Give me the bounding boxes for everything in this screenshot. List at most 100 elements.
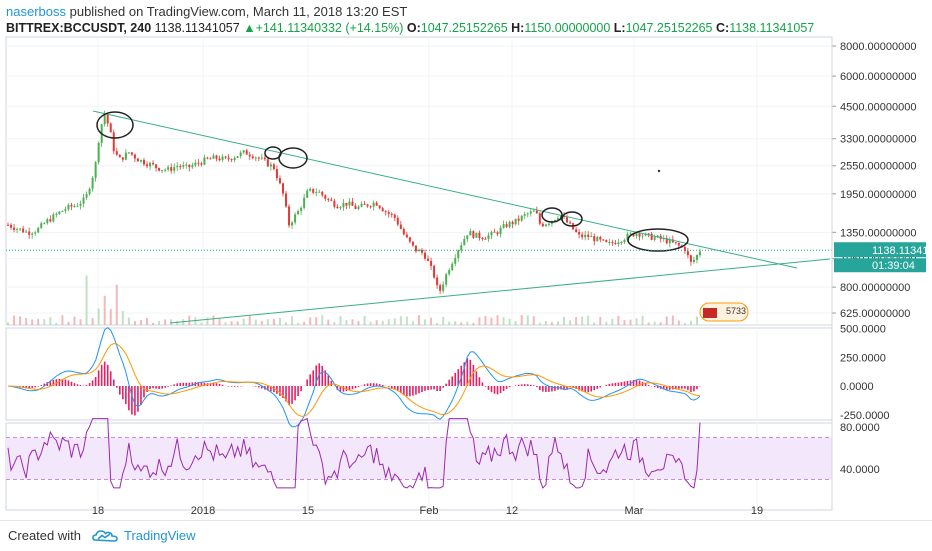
price-tick-label: 625.00000000 xyxy=(840,308,910,320)
candle-body xyxy=(342,203,344,207)
volume-bar xyxy=(194,317,196,325)
candle-body xyxy=(137,159,139,162)
macd-hist-bar xyxy=(388,386,390,387)
candle-body xyxy=(400,225,402,229)
macd-hist-bar xyxy=(684,386,686,389)
macd-hist-bar xyxy=(185,383,187,386)
candle-body xyxy=(128,152,130,153)
candle-body xyxy=(527,214,529,215)
volume-bar xyxy=(587,316,589,325)
candle-body xyxy=(182,165,184,167)
candle-body xyxy=(216,156,218,159)
candle-body xyxy=(86,194,88,197)
volume-bar xyxy=(231,321,233,325)
candle-body xyxy=(439,285,441,291)
candle-body xyxy=(424,253,426,259)
volume-bar xyxy=(164,319,166,325)
volume-bar xyxy=(188,316,190,325)
chart-canvas[interactable]: 8000.000000006000.000000004500.000000003… xyxy=(0,0,932,520)
volume-bar xyxy=(279,318,281,325)
candle-body xyxy=(327,199,329,200)
macd-hist-bar xyxy=(442,386,444,388)
volume-bar xyxy=(43,319,45,325)
macd-hist-bar xyxy=(40,385,42,386)
volume-bar xyxy=(327,320,329,325)
macd-hist-bar xyxy=(618,383,620,386)
macd-hist-bar xyxy=(473,365,475,386)
candle-body xyxy=(548,224,550,225)
macd-hist-bar xyxy=(288,386,290,405)
macd-hist-bar xyxy=(312,370,314,386)
candle-body xyxy=(599,237,601,240)
created-with-label: Created with xyxy=(8,528,81,543)
candle-body xyxy=(358,207,360,209)
macd-hist-bar xyxy=(500,386,502,393)
candle-body xyxy=(391,214,393,215)
candle-body xyxy=(122,157,124,159)
candle-body xyxy=(240,152,242,156)
macd-hist-bar xyxy=(149,386,151,389)
volume-bar xyxy=(37,319,39,325)
candle-body xyxy=(297,211,299,214)
candle-body xyxy=(506,224,508,227)
macd-hist-bar xyxy=(152,386,154,388)
volume-bar xyxy=(13,316,15,325)
volume-bar xyxy=(309,317,311,325)
candle-body xyxy=(261,158,263,159)
macd-hist-bar xyxy=(696,386,698,389)
current-price-label: 1138.11341057 xyxy=(872,245,932,257)
candle-body xyxy=(80,204,82,206)
candle-body xyxy=(300,208,302,211)
candle-body xyxy=(587,235,589,237)
candle-body xyxy=(503,224,505,228)
macd-hist-bar xyxy=(34,386,36,387)
candle-body xyxy=(312,189,314,193)
macd-hist-bar xyxy=(488,386,490,390)
volume-bar xyxy=(696,317,698,325)
volume-bar xyxy=(490,318,492,325)
macd-hist-bar xyxy=(412,386,414,396)
candle-body xyxy=(524,214,526,216)
macd-hist-bar xyxy=(89,383,91,386)
candle-body xyxy=(617,242,619,244)
price-tick-label: 4500.00000000 xyxy=(840,101,916,113)
macd-hist-bar xyxy=(518,385,520,386)
candle-body xyxy=(110,123,112,132)
candle-body xyxy=(185,165,187,166)
macd-hist-bar xyxy=(678,386,680,389)
candle-body xyxy=(73,206,75,207)
candle-body xyxy=(140,160,142,162)
macd-hist-bar xyxy=(222,385,224,386)
volume-bar xyxy=(25,318,27,325)
macd-hist-bar xyxy=(352,386,354,389)
macd-hist-bar xyxy=(98,370,100,386)
macd-hist-bar xyxy=(343,386,345,392)
macd-hist-bar xyxy=(110,371,112,386)
macd-hist-bar xyxy=(189,383,191,386)
candle-body xyxy=(611,242,613,243)
candle-body xyxy=(191,165,193,167)
macd-hist-bar xyxy=(609,384,611,386)
volume-bar xyxy=(297,323,299,325)
macd-hist-bar xyxy=(358,386,360,387)
macd-hist-bar xyxy=(527,384,529,386)
macd-hist-bar xyxy=(373,383,375,386)
candle-body xyxy=(209,158,211,159)
candle-body xyxy=(569,222,571,223)
candle-body xyxy=(348,202,350,206)
candle-body xyxy=(291,223,293,226)
candle-body xyxy=(158,168,160,171)
candle-body xyxy=(155,164,157,168)
time-tick-label: Mar xyxy=(625,505,644,517)
candle-body xyxy=(258,158,260,159)
volume-bar xyxy=(67,322,69,325)
volume-bar xyxy=(291,316,293,325)
volume-bar xyxy=(237,321,239,325)
macd-hist-bar xyxy=(648,385,650,386)
volume-bar xyxy=(563,317,565,325)
candle-body xyxy=(536,211,538,214)
tradingview-link[interactable]: TradingView xyxy=(124,528,196,543)
candle-body xyxy=(55,214,57,215)
macd-hist-bar xyxy=(37,386,39,387)
candle-body xyxy=(321,192,323,195)
